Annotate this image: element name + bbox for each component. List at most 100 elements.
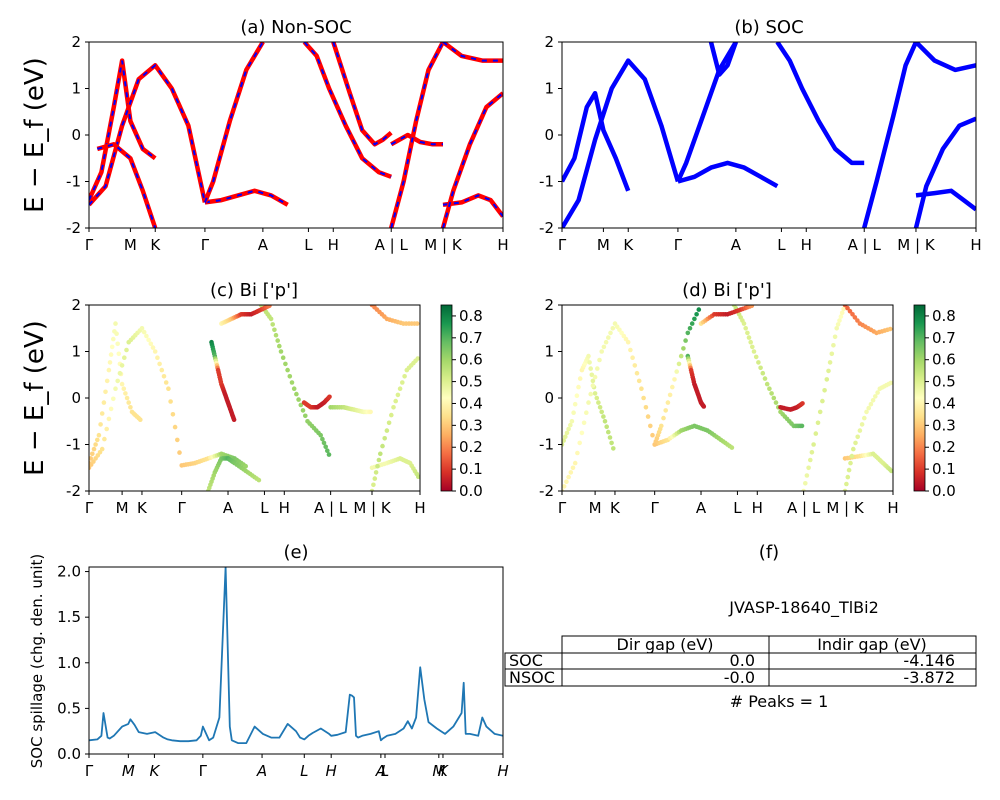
projection-point [604,424,609,430]
projection-point [586,353,591,359]
panel-d-title: (d) Bi ['p'] [682,280,772,301]
projection-point [837,318,842,323]
projection-point [117,370,123,376]
projection-point [371,482,376,488]
projection-point [749,305,755,309]
xtick-label: Γ [558,236,567,254]
projection-point [687,326,693,331]
projection-point [400,380,405,385]
xtick-label: M | K [897,236,936,254]
projection-point [746,335,752,340]
projection-point [393,398,399,404]
projection-point [822,388,827,393]
xtick-label: H [970,236,981,254]
projection-point [849,453,855,459]
projection-point [665,400,671,405]
projection-point [800,401,805,406]
ytick-label: 0 [544,389,554,407]
projection-point [824,377,830,382]
xtick-label: L [777,236,786,254]
xtick-label: H [328,236,339,254]
ytick-label: 1.5 [57,608,81,626]
projection-point [855,318,860,323]
xtick-label: Γ [85,236,94,254]
projection-point [845,474,851,480]
projection-point [402,374,407,379]
projection-point [318,432,324,438]
projection-point [756,360,761,365]
projection-point [590,378,596,384]
projection-point [606,335,611,340]
projection-point [104,426,109,432]
band-line [302,42,392,179]
table-row-label-soc: SOC [509,651,543,670]
projection-point [294,391,299,397]
projection-point [636,378,642,384]
table-cell-nsoc-indir [768,668,977,687]
projection-point [327,394,332,400]
projection-point [602,419,608,424]
projection-point [564,430,570,436]
projection-point [663,408,668,413]
colorbar-tick-label: 0.3 [932,416,956,434]
projection-point [670,384,675,390]
projection-point [852,315,858,320]
projection-point [601,414,606,419]
projection-point [634,370,640,376]
xtick-label: Γ [178,499,187,517]
projection-point [659,423,664,429]
band-line-overlay [97,143,157,228]
projection-point [599,349,604,354]
projection-point [386,420,392,426]
projection-point [676,361,682,367]
colorbar-tick-label: 0.0 [459,482,483,500]
xtick-label: A [375,762,386,780]
projection-point [596,400,601,405]
projection-point [842,488,848,491]
projection-point [643,405,649,410]
projection-point [811,442,816,447]
projection-point [141,329,147,335]
projection-point [320,436,325,442]
band-line-overlay [442,92,503,228]
projection-point [750,344,755,350]
table-soc-indir-gap: -4.146 [903,651,955,670]
ytick-label: 1 [544,343,554,361]
projection-point [841,306,846,312]
ytick-label: -2 [539,482,554,500]
projection-point [298,402,304,408]
projection-point [161,374,167,379]
projection-point [820,398,825,404]
projection-point [848,460,853,466]
projection-point [116,351,122,357]
projection-point [267,305,272,309]
projection-point [685,330,691,336]
band-line [562,58,681,228]
projection-point [101,400,107,405]
ytick-label: -2 [66,482,81,500]
ytick-label: 1.0 [57,654,81,672]
projection-point [588,366,593,371]
projection-point [632,363,638,368]
table-header-indir-gap: Indir gap (eV) [817,635,927,654]
projection-point [868,401,874,407]
projection-point [589,372,595,378]
xtick-label: M [589,499,602,517]
xtick-label: M [432,762,445,780]
projection-point [764,381,770,387]
panel-a-title: (a) Non-SOC [240,17,351,38]
projection-point [888,380,893,386]
projection-point [806,465,811,471]
projection-point [729,445,735,450]
projection-point [850,312,855,317]
projection-point [661,415,666,421]
projection-point [280,355,286,361]
ytick-label: -2 [539,219,554,237]
panel-f-summary: (f) JVASP-18640_TlBi2 Dir gap (eV) Indir… [504,542,977,711]
xtick-label: K [149,762,160,780]
projection-point [808,457,813,463]
projection-point [97,450,103,455]
projection-point [590,383,596,388]
